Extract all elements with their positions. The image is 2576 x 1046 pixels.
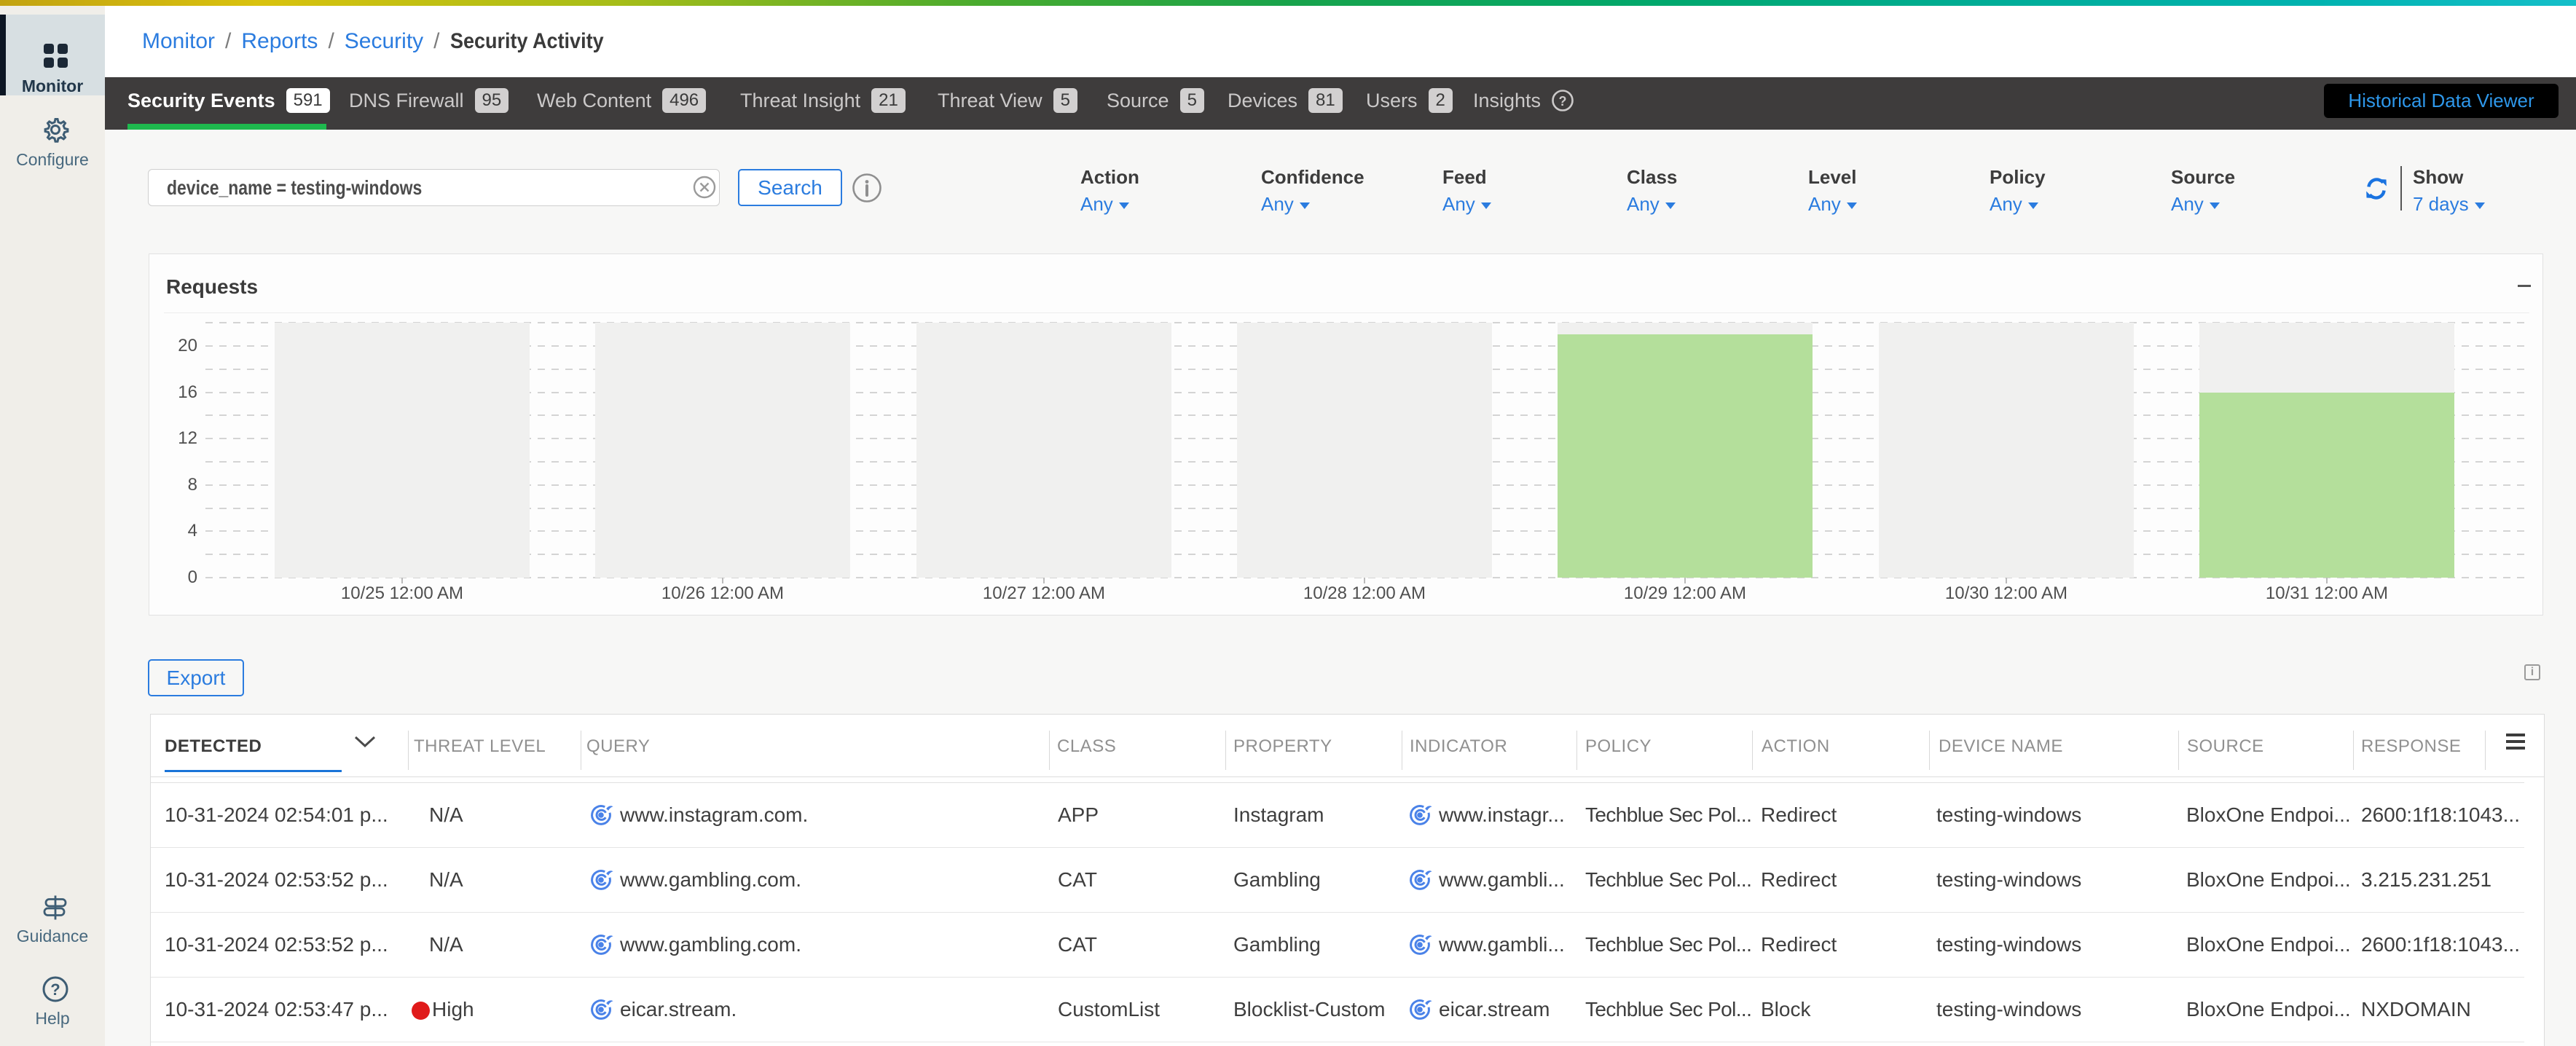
svg-text:?: ? [50,980,60,999]
svg-text:?: ? [1559,94,1567,109]
